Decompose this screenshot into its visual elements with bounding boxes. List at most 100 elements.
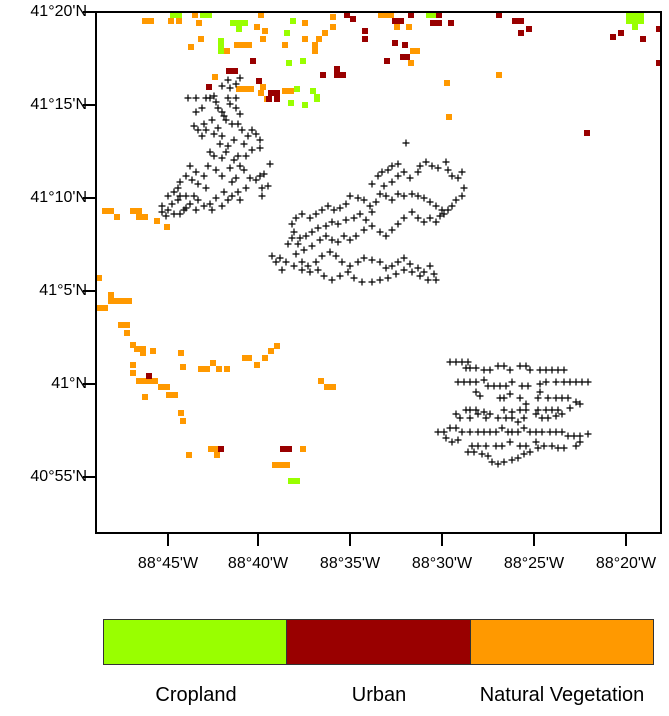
station-marker-plus-icon <box>198 104 206 112</box>
station-marker-plus-icon <box>486 410 494 418</box>
land-cell-urban <box>334 72 340 78</box>
land-cell-cropland <box>206 12 212 18</box>
land-cell-natural-vegetation <box>172 392 178 398</box>
station-marker-plus-icon <box>374 172 382 180</box>
land-cell-cropland <box>218 44 224 50</box>
land-cell-urban <box>436 20 442 26</box>
station-marker-plus-icon <box>342 216 350 224</box>
station-marker-plus-icon <box>326 248 334 256</box>
station-marker-plus-icon <box>484 452 492 460</box>
station-marker-plus-icon <box>218 202 226 210</box>
station-marker-plus-icon <box>360 196 368 204</box>
station-marker-plus-icon <box>236 74 244 82</box>
land-cell-natural-vegetation <box>246 42 252 48</box>
land-cell-cropland <box>632 24 638 30</box>
station-marker-plus-icon <box>382 264 390 272</box>
station-marker-plus-icon <box>500 406 508 414</box>
land-cell-urban <box>518 30 524 36</box>
station-marker-plus-icon <box>268 252 276 260</box>
land-cell-urban <box>618 30 624 36</box>
station-marker-plus-icon <box>524 382 532 390</box>
station-marker-plus-icon <box>538 414 546 422</box>
station-marker-plus-icon <box>242 152 250 160</box>
station-marker-plus-icon <box>232 94 240 102</box>
y-label-41-20n: 41°20'N <box>30 3 87 20</box>
legend-label-urban: Urban <box>351 684 407 706</box>
land-cell-cropland <box>632 18 638 24</box>
land-cell-natural-vegetation <box>198 366 204 372</box>
station-marker-plus-icon <box>246 174 254 182</box>
land-cell-natural-vegetation <box>258 90 264 96</box>
station-marker-plus-icon <box>464 448 472 456</box>
station-marker-plus-icon <box>490 382 498 390</box>
land-cell-natural-vegetation <box>204 366 210 372</box>
land-cell-natural-vegetation <box>282 88 288 94</box>
station-marker-plus-icon <box>358 278 366 286</box>
station-marker-plus-icon <box>452 196 460 204</box>
land-cell-cropland <box>638 18 644 24</box>
station-marker-plus-icon <box>164 206 172 214</box>
land-cell-cropland <box>638 12 644 18</box>
station-marker-plus-icon <box>484 382 492 390</box>
land-cell-urban <box>344 12 350 18</box>
station-marker-plus-icon <box>534 406 542 414</box>
station-marker-plus-icon <box>454 436 462 444</box>
land-cell-natural-vegetation <box>148 18 154 24</box>
land-cell-urban <box>436 12 442 18</box>
station-marker-plus-icon <box>226 84 234 92</box>
station-marker-plus-icon <box>456 414 464 422</box>
station-marker-plus-icon <box>234 188 242 196</box>
station-marker-plus-icon <box>552 412 560 420</box>
land-cell-natural-vegetation <box>410 48 416 54</box>
land-cell-natural-vegetation <box>124 322 130 328</box>
station-marker-plus-icon <box>354 258 362 266</box>
legend-label-natural-vegetation: Natural Vegetation <box>479 684 645 706</box>
station-marker-plus-icon <box>506 438 514 446</box>
land-cell-urban <box>512 18 518 24</box>
station-marker-plus-icon <box>372 198 380 206</box>
station-marker-plus-icon <box>368 180 376 188</box>
station-marker-plus-icon <box>466 364 474 372</box>
station-marker-plus-icon <box>176 210 184 218</box>
station-marker-plus-icon <box>458 192 466 200</box>
land-cell-natural-vegetation <box>262 355 268 361</box>
station-marker-plus-icon <box>198 132 206 140</box>
station-marker-plus-icon <box>192 108 200 116</box>
land-cell-natural-vegetation <box>164 224 170 230</box>
station-marker-plus-icon <box>428 162 436 170</box>
land-cell-natural-vegetation <box>316 36 322 42</box>
station-marker-plus-icon <box>566 378 574 386</box>
station-marker-plus-icon <box>400 266 408 274</box>
y-label-41-15n: 41°15'N <box>30 96 87 113</box>
station-marker-plus-icon <box>204 162 212 170</box>
land-cell-natural-vegetation <box>124 330 130 336</box>
land-cell-natural-vegetation <box>136 208 142 214</box>
land-cell-natural-vegetation <box>248 86 254 92</box>
station-marker-plus-icon <box>232 174 240 182</box>
station-marker-plus-icon <box>220 112 228 120</box>
station-marker-plus-icon <box>466 414 474 422</box>
station-marker-plus-icon <box>472 406 480 414</box>
station-marker-plus-icon <box>482 414 490 422</box>
station-marker-plus-icon <box>222 116 230 124</box>
land-cell-natural-vegetation <box>302 20 308 26</box>
land-cell-urban <box>656 26 661 32</box>
station-marker-plus-icon <box>328 236 336 244</box>
station-marker-plus-icon <box>514 428 522 436</box>
y-label-41n: 41°N <box>51 375 87 392</box>
station-marker-plus-icon <box>522 400 530 408</box>
station-marker-plus-icon <box>486 366 494 374</box>
station-marker-plus-icon <box>388 226 396 234</box>
station-marker-plus-icon <box>470 448 478 456</box>
station-marker-plus-icon <box>288 234 296 242</box>
station-marker-plus-icon <box>350 274 358 282</box>
land-cell-natural-vegetation <box>242 355 248 361</box>
station-marker-plus-icon <box>366 202 374 210</box>
station-marker-plus-icon <box>432 276 440 284</box>
station-marker-plus-icon <box>312 258 320 266</box>
land-cell-natural-vegetation <box>496 72 502 78</box>
station-marker-plus-icon <box>542 378 550 386</box>
station-marker-plus-icon <box>500 458 508 466</box>
station-marker-plus-icon <box>464 358 472 366</box>
